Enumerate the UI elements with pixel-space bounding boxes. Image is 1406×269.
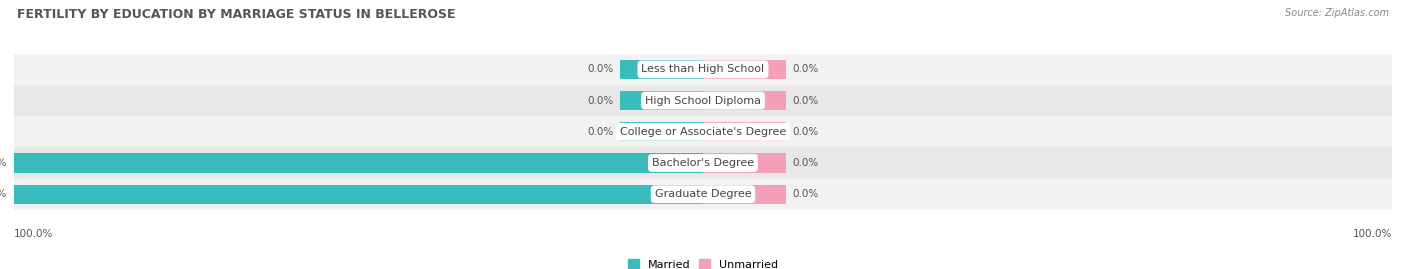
Text: 0.0%: 0.0% — [793, 189, 818, 199]
Bar — [703, 185, 786, 204]
Bar — [14, 116, 1392, 147]
Text: Graduate Degree: Graduate Degree — [655, 189, 751, 199]
Text: 0.0%: 0.0% — [793, 158, 818, 168]
Bar — [14, 147, 1392, 179]
Bar — [703, 153, 786, 173]
Text: High School Diploma: High School Diploma — [645, 95, 761, 106]
Bar — [14, 54, 1392, 85]
Text: 0.0%: 0.0% — [793, 127, 818, 137]
Text: 0.0%: 0.0% — [588, 64, 613, 75]
Bar — [703, 60, 786, 79]
Bar — [14, 179, 1392, 210]
Text: Bachelor's Degree: Bachelor's Degree — [652, 158, 754, 168]
Text: 100.0%: 100.0% — [14, 229, 53, 239]
Bar — [620, 122, 703, 141]
Text: 0.0%: 0.0% — [588, 127, 613, 137]
Text: 0.0%: 0.0% — [793, 95, 818, 106]
Bar — [14, 185, 703, 204]
Text: 100.0%: 100.0% — [0, 158, 7, 168]
Text: 0.0%: 0.0% — [793, 64, 818, 75]
Text: Less than High School: Less than High School — [641, 64, 765, 75]
Text: 100.0%: 100.0% — [1353, 229, 1392, 239]
Bar — [14, 153, 703, 173]
Text: Source: ZipAtlas.com: Source: ZipAtlas.com — [1285, 8, 1389, 18]
Bar — [620, 60, 703, 79]
Bar — [703, 91, 786, 110]
Legend: Married, Unmarried: Married, Unmarried — [627, 259, 779, 269]
Bar — [620, 91, 703, 110]
Text: College or Associate's Degree: College or Associate's Degree — [620, 127, 786, 137]
Bar — [14, 85, 1392, 116]
Bar — [703, 122, 786, 141]
Text: FERTILITY BY EDUCATION BY MARRIAGE STATUS IN BELLEROSE: FERTILITY BY EDUCATION BY MARRIAGE STATU… — [17, 8, 456, 21]
Text: 0.0%: 0.0% — [588, 95, 613, 106]
Text: 100.0%: 100.0% — [0, 189, 7, 199]
